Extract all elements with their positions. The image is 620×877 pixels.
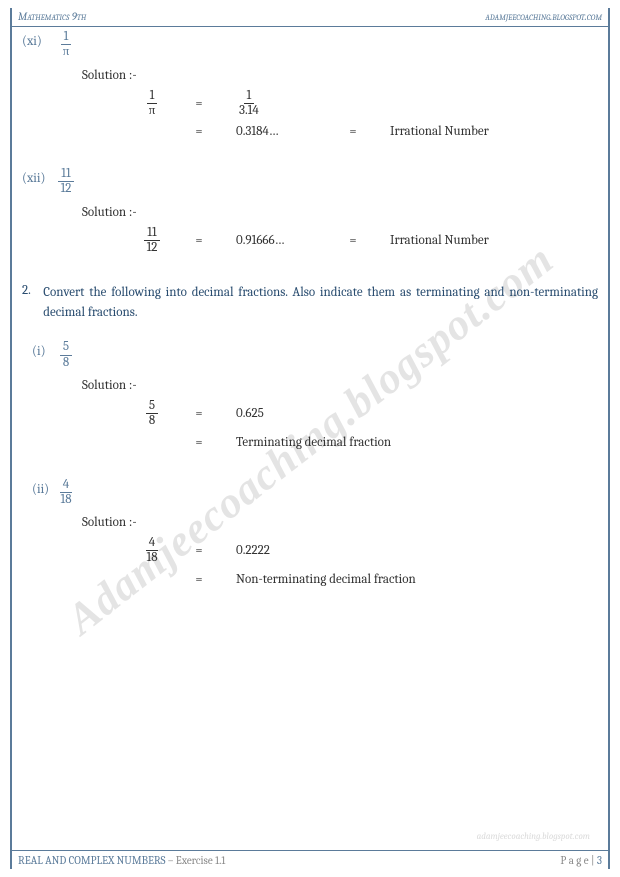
equals: = bbox=[338, 124, 368, 139]
equals: = bbox=[184, 406, 214, 421]
label-xii: (xii) bbox=[22, 167, 56, 186]
q2-number: 2. bbox=[22, 283, 43, 322]
equals: = bbox=[184, 96, 214, 111]
rhs-frac: 1 3.14 bbox=[236, 89, 262, 119]
frac-bot: π bbox=[60, 45, 73, 59]
page-label: P a g e | bbox=[560, 854, 597, 867]
frac-xi: 1 π bbox=[56, 30, 76, 60]
footer-exercise: – Exercise 1.1 bbox=[165, 854, 225, 867]
result: Non-terminating decimal fraction bbox=[236, 572, 416, 587]
label-ii: (ii) bbox=[22, 478, 56, 497]
result: Irrational Number bbox=[390, 233, 489, 248]
header-left: Mathematics 9th bbox=[18, 10, 86, 23]
label-i: (i) bbox=[22, 340, 56, 359]
frac-top: 11 bbox=[58, 167, 73, 182]
frac-bot: 18 bbox=[143, 551, 160, 565]
frac-i: 5 8 bbox=[56, 340, 76, 370]
equals: = bbox=[184, 435, 214, 450]
eq-row: 5 8 = 0.625 bbox=[142, 399, 598, 429]
page-footer: REAL AND COMPLEX NUMBERS – Exercise 1.1 … bbox=[12, 850, 608, 867]
lhs-frac: 4 18 bbox=[142, 536, 162, 566]
eq-row: = Non-terminating decimal fraction bbox=[142, 572, 598, 587]
question-2: 2. Convert the following into decimal fr… bbox=[22, 283, 598, 322]
solution-label: Solution :- bbox=[82, 68, 598, 83]
solution-label: Solution :- bbox=[82, 378, 598, 393]
equals: = bbox=[338, 233, 368, 248]
eq-row: = 0.3184… = Irrational Number bbox=[142, 124, 598, 139]
footer-left: REAL AND COMPLEX NUMBERS – Exercise 1.1 bbox=[18, 854, 225, 867]
equals: = bbox=[184, 124, 214, 139]
page-number: 3 bbox=[597, 854, 602, 867]
frac-bot: 12 bbox=[58, 182, 75, 196]
equals: = bbox=[184, 543, 214, 558]
frac-top: 5 bbox=[146, 399, 158, 414]
frac-bot: 12 bbox=[144, 241, 161, 255]
frac-xii: 11 12 bbox=[56, 167, 76, 197]
result: Terminating decimal fraction bbox=[236, 435, 391, 450]
frac-top: 1 bbox=[147, 89, 158, 104]
header-right: adamjeecoaching.blogspot.com bbox=[485, 10, 602, 23]
lhs-frac: 1 π bbox=[142, 89, 162, 119]
value: 0.3184… bbox=[236, 124, 316, 139]
problem-xii: (xii) 11 12 Solution :- 11 12 = 0.91666…… bbox=[22, 167, 598, 255]
problem-ii: (ii) 4 18 Solution :- 4 18 = 0.2222 = No… bbox=[22, 478, 598, 587]
frac-top: 1 bbox=[244, 89, 255, 104]
solution-label: Solution :- bbox=[82, 205, 598, 220]
value: 0.2222 bbox=[236, 543, 316, 558]
label-xi: (xi) bbox=[22, 30, 56, 49]
value: 0.625 bbox=[236, 406, 316, 421]
frac-bot: 8 bbox=[146, 414, 158, 428]
equals: = bbox=[184, 233, 214, 248]
eq-row: 4 18 = 0.2222 bbox=[142, 536, 598, 566]
eq-row: 11 12 = 0.91666… = Irrational Number bbox=[142, 226, 598, 256]
q2-text: Convert the following into decimal fract… bbox=[43, 283, 598, 322]
frac-bot: π bbox=[146, 104, 159, 118]
lhs-frac: 11 12 bbox=[142, 226, 162, 256]
problem-xi: (xi) 1 π Solution :- 1 π = 1 3.14 = 0.31… bbox=[22, 30, 598, 139]
frac-top: 5 bbox=[60, 340, 72, 355]
content-area: (xi) 1 π Solution :- 1 π = 1 3.14 = 0.31… bbox=[22, 30, 598, 847]
problem-i: (i) 5 8 Solution :- 5 8 = 0.625 = Termin… bbox=[22, 340, 598, 449]
footer-topic: REAL AND COMPLEX NUMBERS bbox=[18, 854, 165, 867]
frac-top: 11 bbox=[144, 226, 159, 241]
equals: = bbox=[184, 572, 214, 587]
eq-row: = Terminating decimal fraction bbox=[142, 435, 598, 450]
frac-top: 4 bbox=[60, 478, 72, 493]
eq-row: 1 π = 1 3.14 bbox=[142, 89, 598, 119]
frac-bot: 8 bbox=[60, 356, 72, 370]
page-header: Mathematics 9th adamjeecoaching.blogspot… bbox=[12, 10, 608, 27]
result: Irrational Number bbox=[390, 124, 489, 139]
frac-bot: 18 bbox=[57, 493, 74, 507]
value: 0.91666… bbox=[236, 233, 316, 248]
frac-bot: 3.14 bbox=[236, 104, 262, 118]
footer-right: P a g e | 3 bbox=[560, 854, 602, 867]
frac-ii: 4 18 bbox=[56, 478, 76, 508]
frac-top: 4 bbox=[146, 536, 158, 551]
lhs-frac: 5 8 bbox=[142, 399, 162, 429]
solution-label: Solution :- bbox=[82, 515, 598, 530]
frac-top: 1 bbox=[61, 30, 72, 45]
